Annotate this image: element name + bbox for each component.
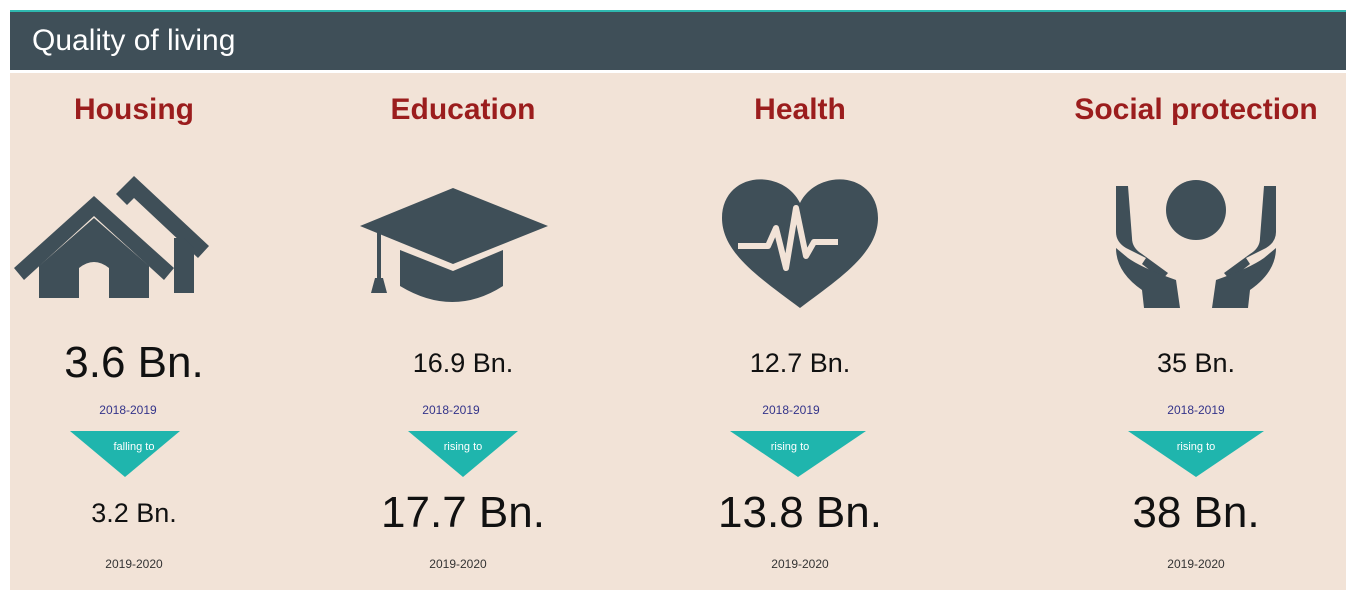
value-before: 35 Bn.: [1156, 348, 1236, 378]
accent-line: [10, 10, 1346, 12]
value-after: 17.7 Bn.: [381, 488, 545, 537]
value-after: 3.2 Bn.: [91, 498, 177, 528]
heart-icon: [722, 179, 878, 308]
period-after: 2019-2020: [771, 557, 829, 571]
value-after: 13.8 Bn.: [718, 488, 882, 537]
change-arrow: rising to: [313, 431, 613, 477]
column-title: Housing: [74, 93, 194, 126]
value-after: 38 Bn.: [1132, 488, 1260, 537]
change-label: rising to: [770, 441, 810, 453]
change-arrow: falling to: [0, 431, 284, 477]
title: Quality of living: [32, 24, 236, 57]
period-before: 2018-2019: [99, 403, 157, 417]
column: Social protection 35 Bn. 2018-2019 risin…: [1046, 73, 1346, 590]
period-after: 2019-2020: [429, 557, 487, 571]
column-title: Health: [754, 93, 846, 126]
panel: Housing 3.6 Bn. 2018-2019 falling to 3.2…: [10, 73, 1346, 590]
change-label: rising to: [443, 441, 483, 453]
period-after: 2019-2020: [105, 557, 163, 571]
period-before: 2018-2019: [762, 403, 820, 417]
column-title: Education: [390, 93, 536, 126]
change-arrow: rising to: [1046, 431, 1346, 477]
change-label: falling to: [113, 441, 155, 453]
column-title: Social protection: [1074, 93, 1318, 126]
header: Quality of living: [10, 12, 1346, 70]
cap-icon: [360, 188, 548, 302]
value-before: 16.9 Bn.: [412, 348, 514, 378]
house-icon: [14, 176, 209, 298]
period-after: 2019-2020: [1167, 557, 1225, 571]
column: Health 12.7 Bn. 2018-2019 rising to 13.8…: [650, 73, 950, 590]
period-before: 2018-2019: [1167, 403, 1225, 417]
value-before: 3.6 Bn.: [64, 338, 204, 387]
column: Education 16.9 Bn. 2018-2019 rising to 1…: [313, 73, 613, 590]
hands-icon: [1116, 180, 1276, 308]
change-label: rising to: [1176, 441, 1216, 453]
period-before: 2018-2019: [422, 403, 480, 417]
change-arrow: rising to: [650, 431, 950, 477]
column: Housing 3.6 Bn. 2018-2019 falling to 3.2…: [0, 73, 284, 590]
value-before: 12.7 Bn.: [749, 348, 851, 378]
